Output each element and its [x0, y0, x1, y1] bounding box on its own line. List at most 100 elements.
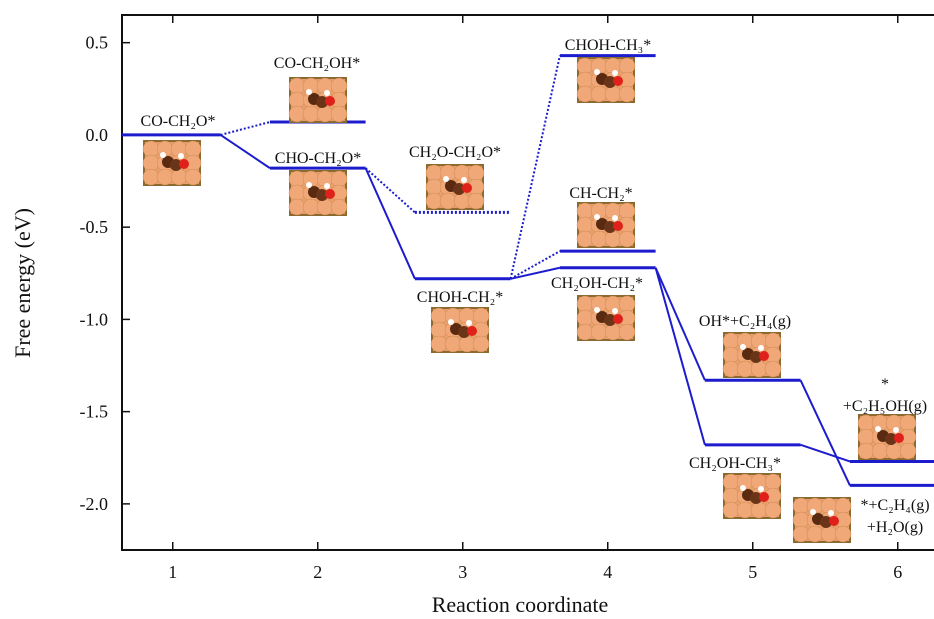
atom — [751, 361, 767, 377]
atom-o — [829, 516, 839, 526]
atom-h — [448, 319, 454, 325]
connection — [656, 268, 705, 445]
atom — [157, 169, 173, 185]
atom — [821, 526, 837, 542]
atom — [723, 361, 739, 377]
atom-o — [467, 326, 477, 336]
atom — [900, 443, 916, 459]
atom — [577, 324, 593, 340]
level-label: CH₂OH-CH₂* — [551, 275, 643, 292]
atom — [751, 502, 767, 518]
level-label: CH-CH₂* — [569, 185, 632, 202]
atom — [440, 193, 456, 209]
atom — [171, 169, 187, 185]
atom — [577, 296, 593, 312]
level-label: +C₂H₅OH(g) — [843, 398, 927, 415]
atom — [858, 443, 874, 459]
adsorbate-icon — [858, 415, 916, 459]
level-label: CH₂OH-CH₃* — [689, 455, 781, 472]
chart: Reaction coordinate Free energy (eV) 0.5… — [0, 0, 934, 619]
atom — [331, 78, 347, 94]
x-tick-label: 2 — [313, 562, 322, 582]
adsorbate-icon — [289, 78, 347, 122]
atom — [185, 169, 201, 185]
level-label: CHOH-CH₃* — [565, 37, 651, 54]
atom — [426, 179, 442, 195]
atom — [577, 217, 593, 233]
atom-o — [613, 76, 623, 86]
atom-o — [759, 492, 769, 502]
adsorbate-icon — [143, 141, 201, 185]
connection — [221, 135, 270, 168]
atom — [619, 86, 635, 102]
atom-h — [828, 510, 834, 516]
connection — [511, 56, 560, 279]
atom — [900, 415, 916, 431]
atom — [577, 86, 593, 102]
atom — [577, 310, 593, 326]
atom — [807, 526, 823, 542]
adsorbate-icon — [723, 474, 781, 518]
y-tick-label: 0.0 — [86, 125, 109, 145]
x-tick-label: 4 — [603, 562, 612, 582]
atom — [454, 193, 470, 209]
atom — [723, 333, 739, 349]
atom — [303, 106, 319, 122]
atom — [723, 347, 739, 363]
atom — [723, 488, 739, 504]
adsorbate-icon — [289, 171, 347, 215]
connection — [366, 168, 415, 212]
atom — [872, 443, 888, 459]
atom — [605, 86, 621, 102]
atom — [289, 92, 305, 108]
adsorbate-icon — [426, 165, 484, 209]
atom-h — [443, 176, 449, 182]
atom — [858, 429, 874, 445]
atom — [143, 141, 159, 157]
atom — [793, 526, 809, 542]
atom-h — [466, 320, 472, 326]
atom — [858, 415, 874, 431]
level-label: CHOH-CH₂* — [417, 289, 503, 306]
atom — [459, 336, 475, 352]
atom — [431, 336, 447, 352]
atom-h — [594, 214, 600, 220]
level-label: OH*+C₂H₄(g) — [699, 313, 791, 330]
connection — [801, 445, 850, 462]
atom-h — [324, 183, 330, 189]
atom-o — [613, 221, 623, 231]
adsorbate-icon — [723, 333, 781, 377]
connection — [656, 268, 705, 381]
level-label: *+C₂H₄(g) — [860, 497, 929, 514]
atom — [793, 512, 809, 528]
atom — [331, 199, 347, 215]
atom — [426, 193, 442, 209]
atom — [619, 58, 635, 74]
level-label: CO-CH₂O* — [141, 113, 216, 130]
atom-o — [325, 189, 335, 199]
atom — [289, 106, 305, 122]
atom-o — [759, 351, 769, 361]
atom — [303, 199, 319, 215]
atom-h — [594, 69, 600, 75]
atom-h — [178, 153, 184, 159]
atom — [289, 185, 305, 201]
x-axis-title: Reaction coordinate — [432, 592, 609, 617]
atom-h — [875, 426, 881, 432]
atom — [143, 155, 159, 171]
x-tick-label: 6 — [893, 562, 902, 582]
atom — [143, 169, 159, 185]
atom — [317, 199, 333, 215]
connection — [801, 380, 850, 485]
adsorbate-icon — [577, 296, 635, 340]
x-tick-label: 5 — [748, 562, 757, 582]
atom — [426, 165, 442, 181]
atom — [289, 78, 305, 94]
atom-h — [740, 485, 746, 491]
x-tick-label: 3 — [458, 562, 467, 582]
atom — [835, 498, 851, 514]
axis-frame — [122, 15, 934, 550]
atom-o — [462, 183, 472, 193]
atom — [765, 474, 781, 490]
atom — [577, 203, 593, 219]
